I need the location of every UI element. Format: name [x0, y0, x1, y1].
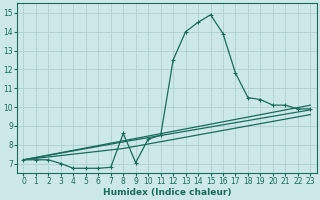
X-axis label: Humidex (Indice chaleur): Humidex (Indice chaleur) — [103, 188, 231, 197]
